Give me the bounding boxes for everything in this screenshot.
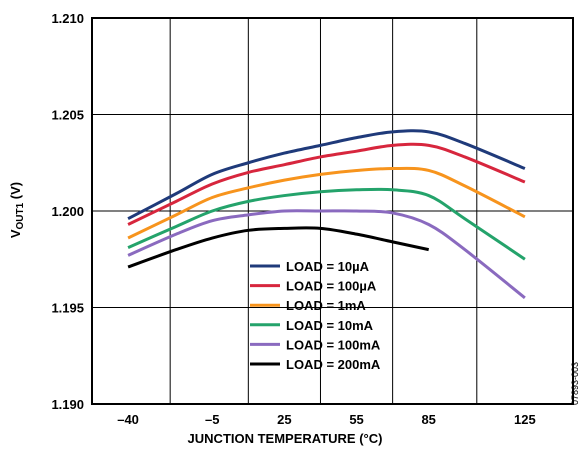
series-line-3 <box>127 166 526 240</box>
plot-frame <box>91 17 574 405</box>
series-line-5 <box>127 209 526 300</box>
series-lines <box>127 129 526 300</box>
x-axis-ticks: –40 –5 25 55 85 125 <box>117 412 536 427</box>
legend-label: LOAD = 10mA <box>286 318 374 333</box>
x-tick-label: 25 <box>277 412 291 427</box>
series-line-4 <box>127 187 526 261</box>
y-tick-label: 1.205 <box>51 108 84 123</box>
y-tick-label: 1.210 <box>51 11 84 26</box>
y-axis-ticks: 1.190 1.195 1.200 1.205 1.210 <box>51 11 84 412</box>
legend-label: LOAD = 1mA <box>286 298 366 313</box>
y-axis-label-unit: (V) <box>8 182 23 203</box>
y-tick-label: 1.200 <box>51 204 84 219</box>
x-tick-label: 125 <box>514 412 536 427</box>
legend-label: LOAD = 10µA <box>286 259 370 274</box>
x-tick-label: –5 <box>205 412 219 427</box>
y-tick-label: 1.190 <box>51 397 84 412</box>
y-tick-label: 1.195 <box>51 301 84 316</box>
y-axis-label-sub: OUT1 <box>15 202 26 229</box>
legend-label: LOAD = 100mA <box>286 337 381 352</box>
figure-id: 07893-003 <box>570 362 580 405</box>
series-line-2 <box>127 142 526 226</box>
legend: LOAD = 10µA LOAD = 100µA LOAD = 1mA LOAD = … <box>250 259 381 372</box>
x-axis-label: JUNCTION TEMPERATURE (°C) <box>188 431 383 446</box>
series-line-6 <box>127 226 430 269</box>
x-tick-label: 55 <box>349 412 363 427</box>
plot-border <box>91 17 574 405</box>
legend-label: LOAD = 200mA <box>286 357 381 372</box>
x-tick-label: –40 <box>117 412 139 427</box>
y-axis-label-main: V <box>8 229 23 238</box>
x-tick-label: 85 <box>421 412 435 427</box>
legend-label: LOAD = 100µA <box>286 279 377 294</box>
series-line-1 <box>127 129 526 221</box>
y-axis-label: VOUT1 (V) <box>8 182 26 238</box>
